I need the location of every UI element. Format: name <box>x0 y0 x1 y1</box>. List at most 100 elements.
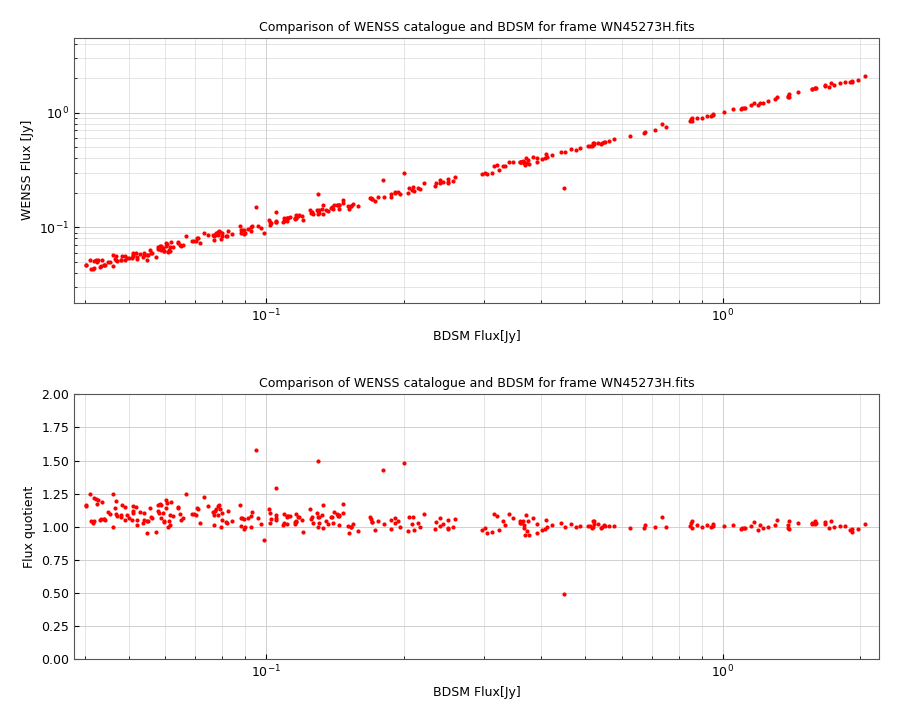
Point <box>558 146 572 158</box>
Point <box>818 79 832 91</box>
Point <box>129 248 143 259</box>
Point <box>150 499 165 510</box>
Point <box>148 526 163 537</box>
Point <box>752 520 767 531</box>
Point <box>269 207 284 218</box>
Point <box>441 174 455 185</box>
Point <box>238 227 252 238</box>
Point <box>186 508 201 519</box>
Point <box>387 512 401 523</box>
Point <box>761 96 776 107</box>
Point <box>189 233 203 244</box>
Point <box>288 518 302 530</box>
Point <box>125 514 140 526</box>
Point <box>136 251 150 263</box>
Point <box>586 138 600 149</box>
Point <box>791 86 806 98</box>
Point <box>269 513 284 524</box>
Point <box>809 82 824 94</box>
Point <box>281 212 295 224</box>
Point <box>284 510 298 522</box>
Point <box>184 235 199 247</box>
Point <box>262 215 276 226</box>
Point <box>86 517 100 528</box>
Point <box>844 76 859 87</box>
Point <box>79 500 94 511</box>
Point <box>143 502 157 513</box>
Point <box>91 255 105 266</box>
Point <box>244 225 258 237</box>
Point <box>557 588 572 600</box>
Point <box>120 509 134 521</box>
Point <box>700 110 715 122</box>
Point <box>171 236 185 248</box>
Point <box>838 520 852 531</box>
Point <box>342 528 356 539</box>
Point <box>224 515 238 526</box>
Point <box>248 202 263 213</box>
Point <box>586 521 600 533</box>
Point <box>254 518 268 530</box>
Point <box>538 152 553 163</box>
Point <box>129 502 143 513</box>
Point <box>485 526 500 538</box>
Point <box>281 510 295 521</box>
Point <box>211 227 225 238</box>
Point <box>586 515 600 526</box>
Point <box>539 514 554 526</box>
Point <box>407 524 421 536</box>
Y-axis label: Flux quotient: Flux quotient <box>22 485 36 568</box>
Point <box>211 500 225 512</box>
Point <box>97 259 112 271</box>
Point <box>517 522 531 534</box>
Point <box>164 496 178 508</box>
Point <box>193 237 207 248</box>
Point <box>151 243 166 254</box>
Point <box>648 124 662 135</box>
Point <box>138 247 152 258</box>
Point <box>163 519 177 531</box>
Point <box>388 517 402 528</box>
Point <box>277 517 292 528</box>
Point <box>154 245 168 256</box>
Point <box>174 240 188 252</box>
Point <box>364 192 379 204</box>
Point <box>84 264 98 275</box>
Point <box>122 512 137 523</box>
Point <box>580 140 595 152</box>
Point <box>659 521 673 533</box>
Point <box>536 153 550 165</box>
Point <box>706 518 720 530</box>
Point <box>109 251 123 262</box>
Point <box>153 240 167 252</box>
Point <box>289 210 303 221</box>
Point <box>684 115 698 127</box>
Point <box>191 233 205 244</box>
Point <box>538 523 553 534</box>
Point <box>491 160 505 171</box>
Point <box>312 204 327 216</box>
Point <box>137 514 151 526</box>
Point <box>751 99 765 111</box>
Point <box>215 514 230 526</box>
Point <box>310 204 324 215</box>
Point <box>96 259 111 271</box>
Point <box>518 152 533 163</box>
Point <box>363 192 377 204</box>
Point <box>755 522 770 534</box>
Point <box>827 521 842 533</box>
Point <box>311 208 326 220</box>
Point <box>736 102 751 114</box>
X-axis label: BDSM Flux[Jy]: BDSM Flux[Jy] <box>433 330 520 343</box>
Point <box>154 512 168 523</box>
Point <box>89 498 104 510</box>
Point <box>303 207 318 219</box>
Point <box>336 194 350 206</box>
Point <box>94 513 108 525</box>
Point <box>683 115 698 127</box>
Point <box>391 516 405 527</box>
Point <box>312 517 327 528</box>
Point <box>280 215 294 227</box>
Point <box>109 255 123 266</box>
Point <box>365 193 380 204</box>
